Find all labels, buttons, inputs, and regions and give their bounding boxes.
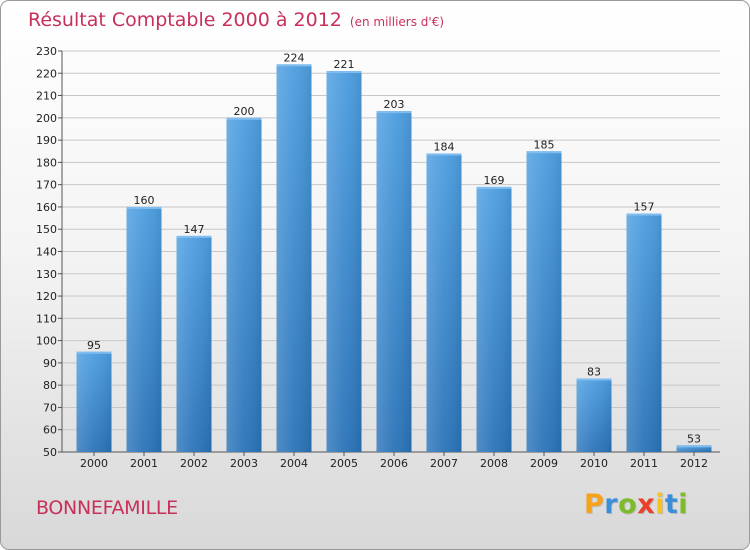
x-tick-label: 2008 [480,457,508,470]
value-label: 200 [234,105,255,118]
x-tick-label: 2012 [680,457,708,470]
y-tick-label: 180 [36,156,57,169]
place-name: BONNEFAMILLE [36,497,178,519]
bar-top [126,206,162,209]
bar-top [176,235,212,238]
bar-top [426,153,462,156]
y-tick-label: 100 [36,335,57,348]
bar-top [626,213,662,216]
x-tick-label: 2011 [630,457,658,470]
value-label: 160 [134,194,155,207]
y-tick-label: 90 [43,357,57,370]
logo-letter: x [637,489,656,520]
y-tick-label: 80 [43,379,57,392]
value-label: 184 [434,140,455,153]
y-tick-label: 230 [36,45,57,58]
bar-top [276,64,312,67]
bar-shine [276,64,312,452]
value-label: 147 [184,223,205,236]
bar-shine [676,445,712,452]
proxiti-logo[interactable]: Proxiti [584,489,688,520]
bar-shine [626,213,662,452]
y-tick-label: 70 [43,401,57,414]
bar-shine [476,186,512,452]
y-tick-label: 190 [36,134,57,147]
y-tick-label: 170 [36,179,57,192]
bar-shine [576,378,612,452]
bar-top [226,117,262,120]
bar-top [576,378,612,381]
value-label: 224 [284,51,305,64]
logo-letter: r [604,489,619,520]
value-label: 83 [587,365,601,378]
bar-shine [176,235,212,452]
y-tick-label: 160 [36,201,57,214]
title-row: Résultat Comptable 2000 à 2012 (en millie… [28,9,444,31]
logo-letter: i [678,489,689,520]
bar-shine [326,71,362,453]
chart-subtitle: (en milliers d'€) [349,15,445,29]
x-tick-label: 2005 [330,457,358,470]
value-label: 53 [687,432,701,445]
x-tick-label: 2004 [280,457,308,470]
bar-shine [76,351,112,452]
x-tick-label: 2010 [580,457,608,470]
y-tick-label: 200 [36,112,57,125]
y-tick-label: 220 [36,67,57,80]
y-tick-label: 50 [43,446,57,459]
chart-title: Résultat Comptable 2000 à 2012 [28,9,342,31]
value-label: 169 [484,174,505,187]
bar-top [476,186,512,189]
bars [76,64,712,453]
value-label: 157 [634,201,655,214]
bar-shine [376,111,412,453]
labels: 95 2000 160 2001 147 2002 200 2003 224 2004 221 200… [80,51,708,470]
y-tick-label: 150 [36,223,57,236]
value-label: 221 [334,58,355,71]
x-tick-label: 2002 [180,457,208,470]
bar-top [526,151,562,154]
bar-shine [426,153,462,452]
y-tick-label: 60 [43,424,57,437]
bar-top [76,351,112,354]
bar-top [326,71,362,74]
x-tick-label: 2003 [230,457,258,470]
bar-shine [126,206,162,452]
y-tick-label: 130 [36,268,57,281]
x-tick-label: 2000 [80,457,108,470]
x-tick-label: 2001 [130,457,158,470]
value-label: 95 [87,339,101,352]
bar-top [676,445,712,448]
x-tick-label: 2007 [430,457,458,470]
y-tick-label: 140 [36,246,57,259]
logo-letter: P [584,489,605,520]
bar-top [376,111,412,114]
logo-letter: t [664,489,679,520]
logo-letter: o [618,489,638,520]
y-tick-label: 210 [36,90,57,103]
y-tick-label: 110 [36,312,57,325]
logo-letter: i [655,489,665,520]
x-tick-label: 2006 [380,457,408,470]
value-label: 203 [384,98,405,111]
y-tick-label: 120 [36,290,57,303]
bar-shine [226,117,262,452]
bar-shine [526,151,562,452]
value-label: 185 [534,138,555,151]
x-tick-label: 2009 [530,457,558,470]
